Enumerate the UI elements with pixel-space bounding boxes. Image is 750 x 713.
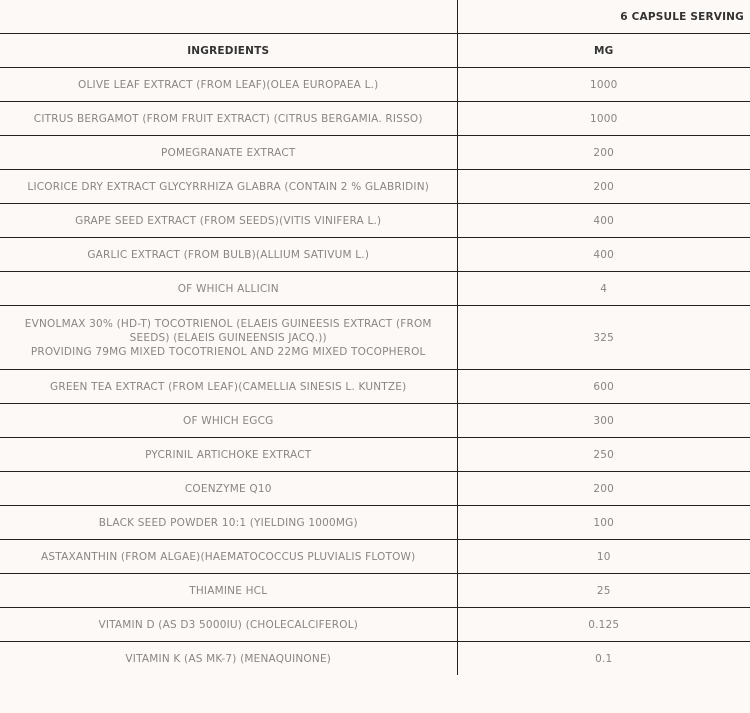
ingredient-text: OLIVE LEAF EXTRACT (FROM LEAF)(OLEA EURO… [78, 78, 379, 91]
ingredients-table: 6 CAPSULE SERVING INGREDIENTS MG OLIVE L… [0, 0, 750, 675]
ingredient-name: POMEGRANATE EXTRACT [0, 135, 458, 170]
ingredient-text: GARLIC EXTRACT (FROM BULB)(ALLIUM SATIVU… [87, 248, 370, 261]
ingredient-text: PYCRINIL ARTICHOKE EXTRACT [145, 448, 312, 461]
ingredients-header: INGREDIENTS [0, 33, 458, 68]
ingredient-name: VITAMIN K (AS MK-7) (MENAQUINONE) [0, 641, 458, 675]
ingredient-text: OF WHICH ALLICIN [177, 282, 279, 295]
ingredient-name: OLIVE LEAF EXTRACT (FROM LEAF)(OLEA EURO… [0, 67, 458, 102]
ingredient-text: BLACK SEED POWDER 10:1 (YIELDING 1000MG) [98, 516, 358, 529]
ingredient-name: OF WHICH EGCG [0, 403, 458, 438]
ingredient-mg: 200 [456, 135, 750, 170]
empty-header-cell [0, 0, 458, 34]
ingredient-text: THIAMINE HCL [189, 584, 268, 597]
table-row: OF WHICH EGCG 300 [0, 403, 750, 438]
table-row: COENZYME Q10 200 [0, 471, 750, 506]
ingredient-text: VITAMIN K (AS MK-7) (MENAQUINONE) [125, 652, 332, 665]
table-row: THIAMINE HCL 25 [0, 573, 750, 608]
ingredient-name: VITAMIN D (AS D3 5000IU) (CHOLECALCIFERO… [0, 607, 458, 642]
ingredient-mg: 100 [456, 505, 750, 540]
ingredient-text: GREEN TEA EXTRACT (FROM LEAF)(CAMELLIA S… [50, 380, 407, 393]
ingredient-mg: 10 [456, 539, 750, 574]
ingredient-name: CITRUS BERGAMOT (FROM FRUIT EXTRACT) (CI… [0, 101, 458, 136]
table-row: EVNOLMAX 30% (HD-T) TOCOTRIENOL (ELAEIS … [0, 305, 750, 370]
ingredient-note: PROVIDING 79MG MIXED TOCOTRIENOL AND 22M… [30, 345, 426, 358]
ingredient-mg: 600 [456, 369, 750, 404]
column-header-row: INGREDIENTS MG [0, 33, 750, 68]
ingredient-mg: 4 [456, 271, 750, 306]
ingredient-mg: 200 [456, 471, 750, 506]
ingredient-name: COENZYME Q10 [0, 471, 458, 506]
table-row: CITRUS BERGAMOT (FROM FRUIT EXTRACT) (CI… [0, 101, 750, 136]
ingredient-text: EVNOLMAX 30% (HD-T) TOCOTRIENOL (ELAEIS … [24, 317, 432, 344]
ingredient-mg: 325 [456, 305, 750, 370]
table-row: OLIVE LEAF EXTRACT (FROM LEAF)(OLEA EURO… [0, 67, 750, 102]
ingredient-mg: 300 [456, 403, 750, 438]
ingredient-mg: 1000 [456, 101, 750, 136]
ingredient-text: OF WHICH EGCG [183, 414, 274, 427]
ingredient-mg: 200 [456, 169, 750, 204]
ingredient-text: ASTAXANTHIN (FROM ALGAE)(HAEMATOCOCCUS P… [41, 550, 416, 563]
ingredient-mg: 400 [456, 203, 750, 238]
ingredient-mg: 250 [456, 437, 750, 472]
ingredient-name: THIAMINE HCL [0, 573, 458, 608]
ingredient-name: EVNOLMAX 30% (HD-T) TOCOTRIENOL (ELAEIS … [0, 305, 458, 370]
ingredient-text: CITRUS BERGAMOT (FROM FRUIT EXTRACT) (CI… [33, 112, 423, 125]
ingredient-mg: 25 [456, 573, 750, 608]
ingredient-name: GREEN TEA EXTRACT (FROM LEAF)(CAMELLIA S… [0, 369, 458, 404]
ingredient-mg: 0.125 [456, 607, 750, 642]
ingredient-mg: 0.1 [456, 641, 750, 675]
table-row: POMEGRANATE EXTRACT 200 [0, 135, 750, 170]
ingredient-mg: 1000 [456, 67, 750, 102]
ingredient-name: OF WHICH ALLICIN [0, 271, 458, 306]
table-row: GARLIC EXTRACT (FROM BULB)(ALLIUM SATIVU… [0, 237, 750, 272]
ingredient-name: ASTAXANTHIN (FROM ALGAE)(HAEMATOCOCCUS P… [0, 539, 458, 574]
ingredient-name: LICORICE DRY EXTRACT GLYCYRRHIZA GLABRA … [0, 169, 458, 204]
ingredient-text: COENZYME Q10 [184, 482, 272, 495]
ingredient-name: BLACK SEED POWDER 10:1 (YIELDING 1000MG) [0, 505, 458, 540]
ingredient-name: GRAPE SEED EXTRACT (FROM SEEDS)(VITIS VI… [0, 203, 458, 238]
table-row: LICORICE DRY EXTRACT GLYCYRRHIZA GLABRA … [0, 169, 750, 204]
table-body: OLIVE LEAF EXTRACT (FROM LEAF)(OLEA EURO… [0, 67, 750, 675]
table-row: ASTAXANTHIN (FROM ALGAE)(HAEMATOCOCCUS P… [0, 539, 750, 574]
ingredient-text: VITAMIN D (AS D3 5000IU) (CHOLECALCIFERO… [98, 618, 359, 631]
table-row: BLACK SEED POWDER 10:1 (YIELDING 1000MG)… [0, 505, 750, 540]
table-row: VITAMIN K (AS MK-7) (MENAQUINONE) 0.1 [0, 641, 750, 675]
table-row: VITAMIN D (AS D3 5000IU) (CHOLECALCIFERO… [0, 607, 750, 642]
ingredient-mg: 400 [456, 237, 750, 272]
mg-header: MG [456, 33, 750, 68]
ingredient-text: LICORICE DRY EXTRACT GLYCYRRHIZA GLABRA … [27, 180, 430, 193]
ingredient-name: PYCRINIL ARTICHOKE EXTRACT [0, 437, 458, 472]
table-row: OF WHICH ALLICIN 4 [0, 271, 750, 306]
ingredient-text: GRAPE SEED EXTRACT (FROM SEEDS)(VITIS VI… [75, 214, 382, 227]
table-row: PYCRINIL ARTICHOKE EXTRACT 250 [0, 437, 750, 472]
ingredient-text: POMEGRANATE EXTRACT [160, 146, 296, 159]
ingredient-name: GARLIC EXTRACT (FROM BULB)(ALLIUM SATIVU… [0, 237, 458, 272]
serving-header-row: 6 CAPSULE SERVING [0, 0, 750, 34]
serving-header: 6 CAPSULE SERVING [456, 0, 750, 34]
table-row: GRAPE SEED EXTRACT (FROM SEEDS)(VITIS VI… [0, 203, 750, 238]
table-row: GREEN TEA EXTRACT (FROM LEAF)(CAMELLIA S… [0, 369, 750, 404]
